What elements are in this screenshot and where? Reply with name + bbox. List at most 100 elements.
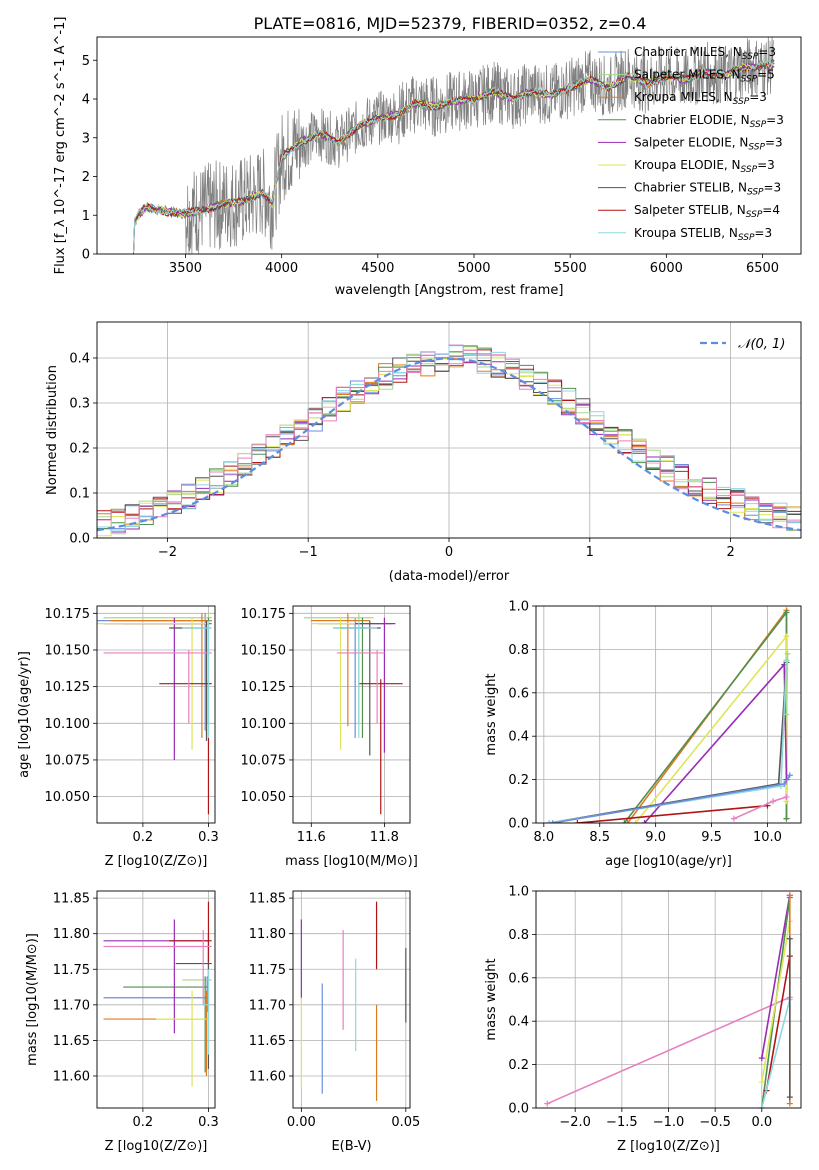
figure-title: PLATE=0816, MJD=52379, FIBERID=0352, z=0… xyxy=(254,14,647,33)
legend-label-kroupa_stelib: Kroupa STELIB, NSSP=3 xyxy=(634,226,772,243)
x-tick-label: 3500 xyxy=(169,261,202,276)
weight-marker-kroupa_miles xyxy=(786,1100,793,1107)
weight-marker-salpeter_elodie xyxy=(641,820,648,823)
weight-marker-chabrier_miles xyxy=(786,772,793,779)
y-tick-label: 0.4 xyxy=(508,730,529,745)
x-tick-label: 9.5 xyxy=(701,830,722,845)
x-tick-label: 0.3 xyxy=(198,1115,219,1130)
y-tick-label: 10.175 xyxy=(241,607,287,622)
y-tick-label: 4 xyxy=(82,93,90,108)
legend-label-chabrier_stelib: Chabrier STELIB, NSSP=3 xyxy=(634,181,781,198)
y-tick-label: 0.6 xyxy=(508,971,529,986)
weight-marker-kroupa_stelib xyxy=(783,657,790,664)
weight-line-stelib_pink xyxy=(546,996,791,1105)
x-tick-label: 0.0 xyxy=(751,1115,772,1130)
x-tick-label: 0.00 xyxy=(287,1115,316,1130)
weight-marker-kroupa_miles xyxy=(786,892,793,899)
legend-label-salpeter_stelib: Salpeter STELIB, NSSP=4 xyxy=(634,203,780,220)
y-tick-label: 10.125 xyxy=(45,680,91,695)
y-tick-label: 11.85 xyxy=(249,892,286,907)
weight_vs_Z-plot xyxy=(544,892,793,1108)
residuals-frame xyxy=(96,321,802,539)
weight-marker-chabrier_elodie xyxy=(621,820,628,823)
legend-label-kroupa_elodie: Kroupa ELODIE, NSSP=3 xyxy=(634,158,775,175)
x-tick-label: −1.0 xyxy=(653,1115,685,1130)
x-tick-label: 0.2 xyxy=(133,1115,154,1130)
weight-line-chabrier_stelib xyxy=(549,662,788,823)
weight-marker-salpeter_stelib xyxy=(574,820,581,823)
mass_vs_Z-frame xyxy=(96,890,216,1109)
weight-marker-kroupa_elodie xyxy=(783,633,790,640)
weight-marker-kroupa_stelib xyxy=(546,820,553,823)
weight-line-kroupa_stelib xyxy=(761,999,791,1108)
weight-marker-chabrier_stelib xyxy=(786,935,793,942)
weight-marker-salpeter_miles xyxy=(783,711,790,718)
weight-marker-chabrier_elodie xyxy=(783,609,790,616)
y-tick-label: 11.70 xyxy=(53,998,90,1013)
x-tick-label: 10.0 xyxy=(753,830,782,845)
y-tick-label: 0.4 xyxy=(508,1015,529,1030)
y-tick-label: 2 xyxy=(82,170,90,185)
mass_vs_EBV-axes: 0.00 0.05 11.60 11.65 11.70 11.75 11.80 11.85 xyxy=(249,891,420,1130)
weight-marker-chabrier_miles xyxy=(549,820,556,823)
age_vs_Z-axes: 0.2 0.3 10.050 10.075 10.100 10.125 10.150 10.1… xyxy=(45,606,219,845)
spectrum-axes: 3500 4000 4500 5000 5500 6000 6500 0 1 2 3 4 5 xyxy=(82,54,779,276)
legend-label-normal: 𝒩(0, 1) xyxy=(738,337,785,352)
y-tick-label: 1.0 xyxy=(508,885,529,900)
normal-curve xyxy=(97,357,801,532)
y-tick-label: 10.050 xyxy=(241,790,287,805)
residuals-xlabel: (data-model)/error xyxy=(389,569,510,584)
model-line-kroupa_stelib xyxy=(133,59,775,253)
y-tick-label: 0.2 xyxy=(69,442,90,457)
y-tick-label: 0.0 xyxy=(69,532,90,547)
y-tick-label: 11.75 xyxy=(53,963,90,978)
weight-marker-kroupa_stelib xyxy=(758,1105,765,1108)
y-tick-label: 11.65 xyxy=(53,1034,90,1049)
y-tick-label: 10.150 xyxy=(241,643,287,658)
weight_vs_age-ylabel: mass weight xyxy=(484,673,499,755)
y-tick-label: 0.4 xyxy=(69,352,90,367)
y-tick-label: 0.0 xyxy=(508,817,529,832)
y-tick-label: 10.150 xyxy=(45,643,91,658)
x-tick-label: −2.0 xyxy=(559,1115,591,1130)
y-tick-label: 0.1 xyxy=(69,487,90,502)
residuals-plot xyxy=(97,344,801,537)
x-tick-label: 1 xyxy=(586,545,594,560)
mass_vs_EBV-frame xyxy=(292,890,411,1109)
x-tick-label: 9.0 xyxy=(645,830,666,845)
y-tick-label: 11.80 xyxy=(249,927,286,942)
legend-label-kroupa_miles: Kroupa MILES, NSSP=3 xyxy=(634,90,767,107)
x-tick-label: −2 xyxy=(158,545,177,560)
y-tick-label: 11.60 xyxy=(53,1069,90,1084)
mass_vs_Z-xlabel: Z [log10(Z/Z⊙)] xyxy=(105,1139,208,1154)
y-tick-label: 10.175 xyxy=(45,607,91,622)
weight_vs_Z-axes: −2.0 −1.5 −1.0 −0.5 0.0 0.0 0.2 0.4 0.6 0.8 1.0 xyxy=(508,885,801,1130)
weight-marker-salpeter_miles xyxy=(784,650,791,657)
y-tick-label: 0.8 xyxy=(508,643,529,658)
x-tick-label: 0.05 xyxy=(391,1115,420,1130)
age_vs_mass-axes: 11.6 11.8 10.050 10.075 10.100 10.125 10.150 10… xyxy=(241,606,410,845)
weight-line-salpeter_elodie xyxy=(761,895,791,1059)
spectrum-xlabel: wavelength [Angstrom, rest frame] xyxy=(335,283,564,298)
x-tick-label: 8.0 xyxy=(533,830,554,845)
y-tick-label: 11.75 xyxy=(249,963,286,978)
weight_vs_age-plot xyxy=(546,607,793,823)
y-tick-label: 0.2 xyxy=(508,773,529,788)
weight-marker-stelib_pink xyxy=(544,1100,551,1107)
age_vs_Z-frame xyxy=(96,605,216,824)
mass_vs_EBV-plot xyxy=(300,901,407,1101)
y-tick-label: 1.0 xyxy=(508,600,529,615)
data-spectrum-line xyxy=(133,37,775,254)
legend-label-salpeter_miles: Salpeter MILES, NSSP=5 xyxy=(634,68,775,85)
x-tick-label: 4000 xyxy=(265,261,298,276)
y-tick-label: 11.85 xyxy=(53,892,90,907)
age_vs_mass-xlabel: mass [log10(M/M⊙)] xyxy=(285,854,418,869)
x-tick-label: 2 xyxy=(726,545,734,560)
mass_vs_Z-axes: 0.2 0.3 11.60 11.65 11.70 11.75 11.80 11.85 xyxy=(53,891,219,1130)
weight_vs_age-xlabel: age [log10(age/yr)] xyxy=(605,854,732,869)
y-tick-label: 10.050 xyxy=(45,790,91,805)
y-tick-label: 0.2 xyxy=(508,1058,529,1073)
x-tick-label: 11.6 xyxy=(297,830,326,845)
weight-marker-chabrier_elodie xyxy=(783,815,790,822)
